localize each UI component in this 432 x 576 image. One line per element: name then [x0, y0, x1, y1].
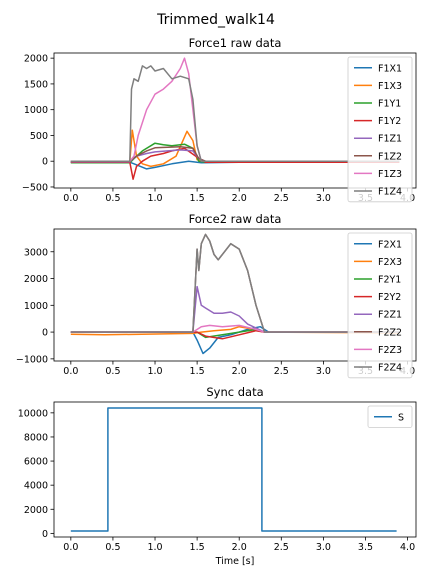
legend-label-f1z3: F1Z3 [378, 169, 402, 180]
force1-axes-frame [53, 52, 417, 189]
x-tick-label: 3.5 [358, 542, 373, 553]
y-tick-label: 3000 [24, 247, 48, 258]
series-line-f2z3 [70, 324, 400, 333]
x-tick-label: 0.0 [63, 542, 78, 553]
force1-title: Force1 raw data [189, 36, 282, 50]
x-tick-label: 0.0 [63, 193, 78, 204]
legend-label-f1z2: F1Z2 [378, 151, 402, 162]
y-tick-label: 1000 [24, 301, 48, 312]
y-tick-label: 4000 [24, 481, 48, 492]
y-tick-label: 2000 [24, 505, 48, 516]
legend-label-f2z1: F2Z1 [378, 310, 402, 321]
sync-title: Sync data [206, 385, 263, 399]
legend-label-f2x3: F2X3 [378, 257, 402, 268]
legend-box [347, 56, 413, 203]
series-line-s [70, 407, 397, 532]
x-tick-label: 0.0 [63, 366, 78, 377]
y-tick-label: −500 [22, 182, 48, 193]
x-tick-label: 0.5 [105, 542, 120, 553]
legend-label-f2z3: F2Z3 [378, 345, 402, 356]
y-tick-label: 8000 [24, 432, 48, 443]
legend-label-f1x1: F1X1 [378, 63, 402, 74]
x-tick-label: 4.0 [400, 542, 415, 553]
force2-title: Force2 raw data [189, 212, 282, 226]
legend-label-f2y2: F2Y2 [378, 292, 401, 303]
y-tick-label: −1000 [16, 354, 48, 365]
x-tick-label: 2.5 [274, 366, 289, 377]
legend-label-f2z4: F2Z4 [378, 363, 402, 374]
x-tick-label: 0.5 [105, 193, 120, 204]
legend-label-f1z4: F1Z4 [378, 187, 402, 198]
legend-label-f1y1: F1Y1 [378, 99, 401, 110]
y-tick-label: 500 [30, 131, 48, 142]
series-line-f1z4 [70, 65, 400, 162]
x-tick-label: 2.0 [232, 542, 247, 553]
legend-label-f2z2: F2Z2 [378, 327, 402, 338]
legend-label-f1z1: F1Z1 [378, 134, 402, 145]
x-axis-label: Time [s] [215, 556, 255, 567]
y-tick-label: 2000 [24, 274, 48, 285]
sync-legend: S [367, 405, 413, 429]
x-tick-label: 1.5 [190, 193, 205, 204]
legend-label-f1x3: F1X3 [378, 81, 402, 92]
x-tick-label: 2.5 [274, 542, 289, 553]
x-tick-label: 1.0 [147, 193, 162, 204]
x-tick-label: 2.5 [274, 193, 289, 204]
sync-panel: Sync data 0.0 0.5 1.0 1.5 2.0 2.5 3.0 3.5 4.0 0 200… [18, 385, 417, 567]
force2-axes-frame [53, 228, 417, 362]
x-tick-label: 1.5 [190, 366, 205, 377]
legend-label-f1y2: F1Y2 [378, 116, 401, 127]
x-tick-label: 3.0 [316, 542, 331, 553]
legend-label-f2x1: F2X1 [378, 239, 402, 250]
x-tick-label: 0.5 [105, 366, 120, 377]
sync-axes-frame [53, 401, 417, 538]
legend-box [347, 232, 413, 379]
force1-panel: Force1 raw data0.00.51.01.52.02.53.03.54… [22, 36, 417, 204]
x-tick-label: 3.0 [316, 193, 331, 204]
sync-series-lines [70, 407, 397, 532]
y-tick-label: 0 [42, 529, 48, 540]
y-tick-label: 0 [42, 328, 48, 339]
force2-legend: F2X1 F2X3 F2Y1 F2Y2 F2Z1 F2Z2 F2Z3 F2Z4 [347, 232, 413, 379]
x-tick-label: 2.0 [232, 193, 247, 204]
force2-series-lines [70, 233, 400, 355]
force1-legend: F1X1 F1X3 F1Y1 F1Y2 F1Z1 F1Z2 F1Z3 F1Z4 [347, 56, 413, 203]
y-tick-label: 10000 [18, 408, 48, 419]
y-tick-label: 1000 [24, 105, 48, 116]
x-tick-label: 1.5 [190, 542, 205, 553]
y-tick-label: 1500 [24, 79, 48, 90]
y-tick-label: 2000 [24, 54, 48, 65]
y-tick-label: 0 [42, 157, 48, 168]
figure-suptitle: Trimmed_walk14 [156, 12, 275, 28]
x-tick-label: 3.0 [316, 366, 331, 377]
legend-label-f2y1: F2Y1 [378, 275, 401, 286]
legend-label-s: S [398, 412, 404, 423]
series-line-f2z4 [70, 233, 400, 333]
force1-series-lines [70, 57, 400, 180]
series-line-f2z1 [70, 285, 400, 333]
force2-panel: Force2 raw data0.00.51.01.52.02.53.03.54… [16, 212, 417, 379]
x-tick-label: 1.0 [147, 366, 162, 377]
x-tick-label: 2.0 [232, 366, 247, 377]
y-tick-label: 6000 [24, 457, 48, 468]
x-tick-label: 1.0 [147, 542, 162, 553]
